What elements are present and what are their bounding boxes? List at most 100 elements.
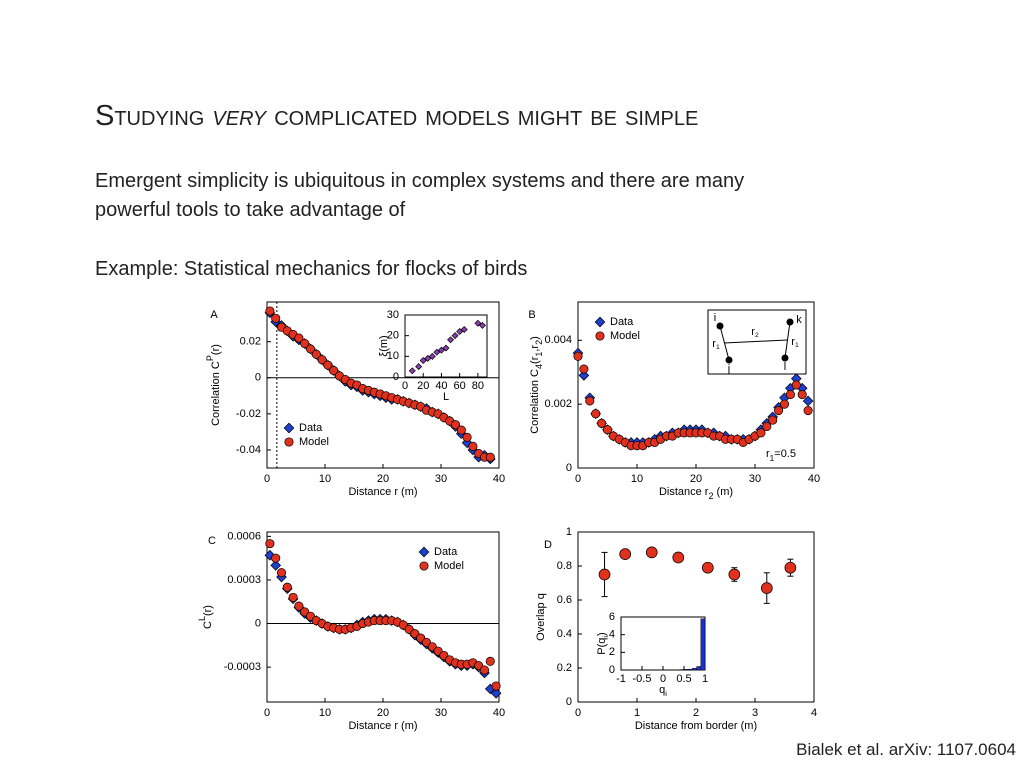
label-part: r [791, 336, 795, 348]
y-tick-label: 0 [255, 617, 261, 629]
point [329, 366, 339, 376]
histogram-bar [700, 618, 706, 671]
histogram-bar [683, 669, 689, 671]
point [300, 338, 310, 349]
label-part: C [202, 621, 214, 629]
point [762, 421, 772, 432]
point [288, 592, 298, 602]
legend-marker [418, 546, 430, 558]
point [573, 351, 583, 361]
x-tick-label: 20 [690, 473, 702, 485]
x-axis-label: Distance r (m) [348, 720, 417, 732]
label-part: ) [529, 336, 541, 340]
label-part: Distance r [659, 486, 709, 498]
x-tick-label: 40 [493, 707, 505, 719]
x-tick-label: 0.5 [676, 673, 691, 685]
y-axis-label: P(qi) [596, 632, 611, 654]
x-axis-label: Distance r (m) [348, 486, 417, 498]
legend-label: Model [299, 436, 329, 448]
point [803, 405, 813, 416]
y-tick-label: -0.02 [236, 408, 261, 420]
point [728, 568, 741, 581]
y-tick-label: 6 [609, 611, 615, 623]
point [598, 568, 611, 581]
label-part: 2 [534, 340, 544, 345]
point [797, 390, 807, 400]
legend-label: Data [299, 422, 323, 434]
legend-marker [595, 331, 605, 341]
diagram-node [716, 322, 724, 330]
label-part: P(q [596, 638, 608, 655]
legend-label: Model [434, 560, 464, 572]
label-part: 1 [534, 352, 544, 357]
y-tick-label: 30 [387, 309, 399, 321]
x-tick-label: 0 [264, 707, 270, 719]
label-part: 1 [795, 342, 799, 349]
point [317, 355, 327, 365]
y-tick-label: 0.4 [557, 628, 572, 640]
point [305, 344, 316, 354]
label-part: ) [596, 632, 608, 636]
point [490, 687, 502, 699]
point [474, 319, 482, 327]
x-tick-label: 10 [319, 473, 331, 485]
point [768, 415, 778, 425]
point [419, 356, 427, 364]
legend-marker [284, 437, 294, 447]
label-part: 1 [716, 344, 720, 351]
diagram-node-label: j [727, 363, 730, 375]
x-tick-label: 30 [749, 473, 761, 485]
label-part: ξ(m) [378, 335, 390, 356]
x-tick-label: 40 [435, 380, 447, 392]
label-part: q [659, 684, 665, 696]
y-tick-label: 20 [387, 330, 399, 342]
y-tick-label: 0.8 [557, 560, 572, 572]
x-tick-label: 20 [377, 473, 389, 485]
point [579, 364, 589, 374]
label-part: P [205, 355, 215, 361]
point [442, 344, 450, 352]
y-axis-label: CL(r) [197, 605, 214, 629]
body-text: Example: Statistical mechanics for flock… [95, 258, 528, 280]
x-tick-label: 1 [702, 673, 708, 685]
point [408, 367, 416, 375]
y-tick-label: 10 [387, 350, 399, 362]
label-part: Correlation C [529, 369, 541, 434]
title-part: Studying [95, 100, 213, 132]
point [597, 418, 607, 428]
x-tick-label: 20 [417, 380, 429, 392]
point [460, 325, 468, 333]
point [456, 425, 466, 435]
x-tick-label: 30 [435, 473, 447, 485]
point [294, 601, 304, 611]
point [428, 352, 436, 360]
label-part: Overlap q [535, 593, 547, 641]
diagram-node [786, 318, 794, 326]
y-tick-label: 0 [566, 462, 572, 474]
x-tick-label: 40 [808, 473, 820, 485]
diagram-edge [723, 339, 788, 344]
label-part: L [443, 391, 449, 403]
diagram-node [781, 354, 789, 362]
diagram-node [725, 356, 733, 364]
point [645, 546, 658, 559]
legend-label: Model [610, 330, 640, 342]
point [271, 553, 281, 563]
label-part: =0.5 [774, 448, 796, 460]
point [433, 348, 441, 356]
x-tick-label: 0 [660, 673, 666, 685]
x-tick-label: 60 [454, 380, 466, 392]
point [756, 428, 766, 438]
point [468, 441, 478, 451]
label-part: 1 [770, 454, 775, 463]
y-tick-label: 0.2 [557, 662, 572, 674]
x-axis-label: Distance from border (m) [635, 720, 757, 732]
point [802, 395, 814, 407]
x-axis-label: Distance r2 (m) [659, 486, 733, 501]
label-part: (r [529, 356, 541, 364]
panel-label: C [208, 535, 216, 547]
label-part: ,r [529, 345, 541, 352]
diagram-edge-label: r1 [712, 338, 720, 351]
point [451, 332, 459, 340]
label-part: Distance r (m) [348, 720, 417, 732]
